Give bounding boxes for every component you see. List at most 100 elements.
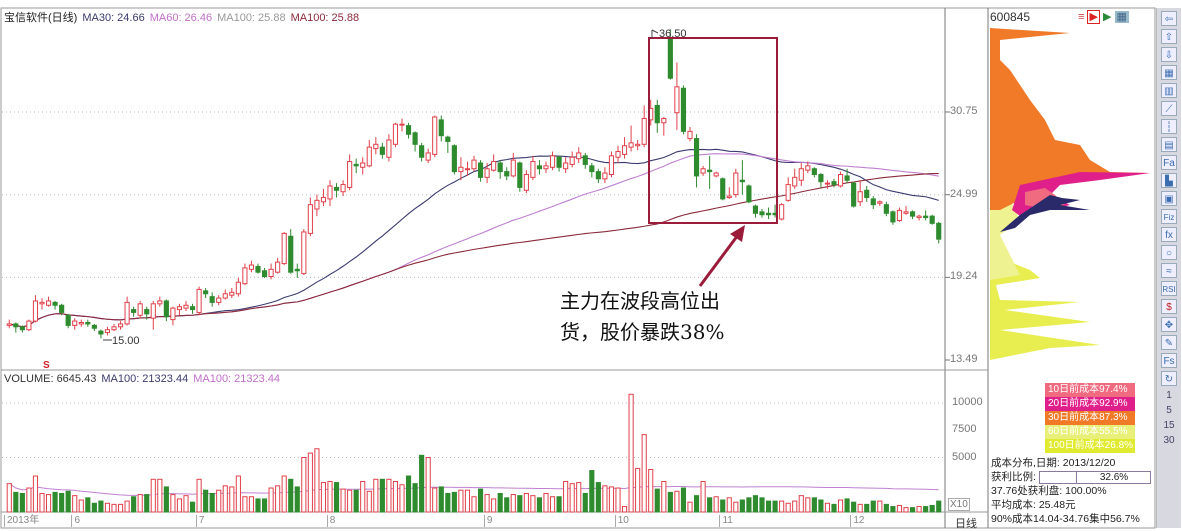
annotation-text: 主力在波段高位出 货，股价暴跌38% [560, 286, 724, 348]
candle-body [438, 119, 444, 137]
candle-body [301, 231, 307, 275]
candle-body [65, 314, 71, 326]
vol-ma100-value-2: MA100: 21323.44 [193, 373, 281, 385]
play-green-icon[interactable]: ▶ [1103, 11, 1112, 23]
candle-body [621, 145, 628, 155]
high-marker: 36.50 [651, 28, 687, 40]
candle-body [504, 171, 510, 177]
candle-body [635, 143, 641, 147]
candle-body [595, 171, 601, 180]
candle [111, 323, 117, 332]
candle [288, 229, 294, 274]
candle-body [916, 215, 922, 219]
volume-bar [608, 486, 615, 513]
candle-body [314, 199, 320, 210]
dollar-icon[interactable]: $ [1161, 299, 1177, 314]
refresh-icon[interactable]: ↻ [1161, 371, 1177, 386]
tree-icon[interactable]: ▙ [1161, 173, 1177, 188]
volume-bar [497, 492, 503, 513]
volume-bar [222, 485, 228, 513]
candle-body [85, 321, 91, 325]
candle-body [98, 330, 104, 335]
period-button-5[interactable]: 5 [1166, 405, 1172, 416]
candle-body [602, 172, 608, 180]
bars-icon[interactable]: ≡ [1078, 11, 1085, 23]
volume-bar [818, 499, 824, 513]
period-label[interactable]: 日线 [955, 518, 977, 530]
wave-icon[interactable]: ≈ [1161, 263, 1177, 278]
candle [268, 263, 274, 280]
pencil-icon[interactable]: ✎ [1161, 335, 1177, 350]
price-tick-label: 19.24 [950, 270, 978, 283]
arrowleft-icon[interactable]: ⇦ [1161, 11, 1177, 26]
period-button-15[interactable]: 15 [1163, 420, 1175, 431]
grid-icon[interactable]: ▦ [1161, 65, 1177, 80]
fs-icon[interactable]: Fs [1161, 353, 1177, 368]
arrowup-icon[interactable]: ⇧ [1161, 29, 1177, 44]
candle [333, 183, 340, 198]
volume-bar [261, 498, 268, 513]
volume-bar [117, 503, 124, 513]
candle [176, 303, 183, 316]
rsi-icon[interactable]: RSI [1161, 281, 1177, 296]
volume-bar [176, 498, 183, 513]
candle-body [890, 211, 896, 223]
volume-bar [785, 502, 791, 513]
candle [150, 300, 156, 330]
candle [445, 135, 451, 153]
candle [687, 127, 693, 142]
line-icon[interactable]: ⟋ [1161, 101, 1177, 116]
fx-icon[interactable]: fx [1161, 227, 1177, 242]
candle [556, 155, 562, 172]
candle-body [111, 326, 117, 331]
candle [379, 142, 385, 159]
stock-title: 宝信软件(日线) [4, 12, 78, 24]
volume-bar [124, 500, 130, 513]
volume-bar [877, 500, 883, 513]
volume-bar [909, 507, 916, 513]
table-icon[interactable]: ▤ [1161, 137, 1177, 152]
candle-body [680, 87, 687, 132]
calendar-icon[interactable]: ▣ [1161, 191, 1177, 206]
month-label: 6 [71, 515, 80, 527]
candle [844, 168, 850, 184]
circle-icon[interactable]: ○ [1161, 245, 1177, 260]
chip-legend-item: 20日前成本92.9% [1045, 397, 1135, 411]
move-icon[interactable]: ✥ [1161, 317, 1177, 332]
arrowdown-icon[interactable]: ⇩ [1161, 47, 1177, 62]
candle [45, 296, 52, 307]
volume-bar [333, 482, 340, 513]
image-icon[interactable]: ▦ [1114, 11, 1129, 23]
volume-bar [203, 489, 209, 513]
candles-icon[interactable]: ┆ [1161, 119, 1177, 134]
moving-averages [8, 148, 939, 496]
candle [340, 180, 346, 197]
candle [595, 168, 601, 184]
profit-ratio-value: 32.6% [1099, 471, 1129, 483]
candle [890, 210, 896, 225]
volume-bar [52, 491, 58, 513]
candle [811, 167, 817, 178]
period-button-30[interactable]: 30 [1163, 435, 1175, 446]
candle [157, 296, 163, 307]
period-button-1[interactable]: 1 [1166, 390, 1172, 401]
candle-body [59, 304, 65, 313]
volume-bar [353, 489, 359, 513]
play-red-icon[interactable]: ▶ [1087, 10, 1100, 24]
volume-bar [45, 494, 52, 513]
candle [549, 151, 556, 171]
candle [589, 162, 595, 178]
volume-bar [851, 501, 857, 513]
candle [183, 300, 189, 311]
candle-body [445, 136, 451, 142]
volume-bar [288, 478, 294, 513]
candle [654, 99, 660, 133]
candle [294, 263, 300, 278]
candle-body [491, 161, 497, 171]
fiz-icon[interactable]: Fiz [1161, 209, 1177, 224]
bars-icon[interactable]: ▥ [1161, 83, 1177, 98]
candle [189, 303, 196, 314]
fa-icon[interactable]: Fa [1161, 155, 1177, 170]
candle-body [235, 281, 241, 295]
